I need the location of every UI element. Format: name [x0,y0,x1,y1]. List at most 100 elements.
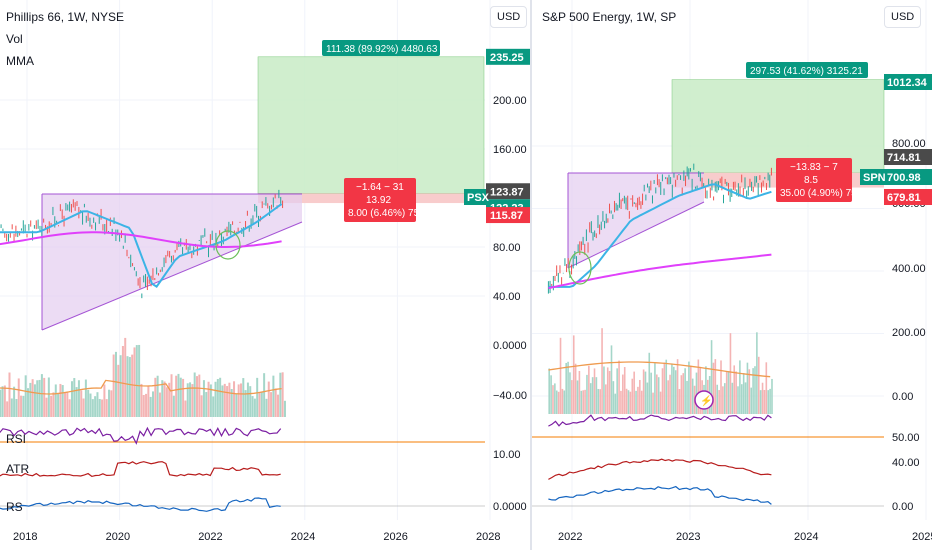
volume-bar [50,395,53,417]
volume-bar [223,383,226,417]
psx-chart-canvas[interactable]: 200.00 160.00 80.00 40.00 0.0000 −40.00 10.00 0… [0,0,530,550]
price-axis-label: 200.00 [892,327,926,339]
spn-chart-canvas[interactable]: ⚡800.00600.00400.00200.000.0050.0040.000… [532,0,932,550]
spn-chart-panel[interactable]: ⚡800.00600.00400.00200.000.0050.0040.000… [532,0,932,550]
volume-bar [165,387,168,417]
volume-bar [584,389,586,414]
volume-bar [771,378,773,414]
risk-label-bg [344,178,416,222]
psx-currency-button[interactable]: USD [490,6,528,28]
volume-bar [195,376,198,417]
volume-bar [657,377,660,414]
volume-bar [576,380,579,414]
price-axis-label: 400.00 [892,263,926,275]
volume-bar [616,368,618,414]
volume-bar [563,390,566,414]
volume-bar [200,395,203,417]
triangle-bottom-line [567,201,705,269]
volume-bar [193,372,196,417]
volume-bar [648,352,651,414]
volume-indicator-label[interactable]: Vol [6,32,23,46]
volume-bar [59,383,62,417]
volume-bar [599,389,601,414]
volume-bar [629,391,632,414]
volume-bar [258,392,261,417]
volume-bar [54,384,57,417]
volume-bar [226,386,229,417]
time-axis-label: 2020 [106,531,130,543]
volume-bar [756,332,758,414]
profit-label-bg [322,40,440,56]
volume-bar [654,363,656,414]
osc-axis-label: 40.00 [892,457,920,469]
volume-bar [249,386,252,417]
volume-bar [554,383,556,414]
volume-bar [131,354,134,417]
volume-bar [142,395,145,417]
volume-bar [631,378,634,414]
ticker-symbol-tag: SPN [863,172,886,184]
volume-bar [673,366,675,414]
volume-bar [739,360,741,414]
time-axis-label: 2024 [291,531,315,543]
volume-bar [716,384,719,414]
volume-bar [601,328,603,414]
stop-price-tag: 115.87 [490,210,523,222]
volume-bar [752,368,754,414]
volume-bar [676,359,679,414]
ticker-symbol-tag: PSX [467,192,490,204]
volume-bar [152,391,155,417]
volume-bar [691,378,694,414]
triangle-bottom-line [41,221,303,331]
triangle-pattern-fill [42,194,302,330]
spn-currency-button[interactable]: USD [884,6,922,28]
time-axis-label: 2018 [13,531,37,543]
volume-bar [633,371,635,414]
volume-bar [98,398,101,417]
ticker-price-tag-bg [884,169,932,185]
volume-bar [748,369,751,414]
fast-ma-line [0,203,283,288]
rsi-pane-label: RSI [6,432,27,446]
volume-bar [705,366,707,414]
volume-bar [274,388,277,417]
volume-bar [667,380,669,414]
volume-bar [729,333,732,414]
price-axis-label: 200.00 [493,95,527,107]
entry-high-tag-bg [884,149,932,165]
volume-axis-label: 0.0000 [493,340,527,352]
volume-bar [580,390,583,414]
stop-price-tag: 679.81 [887,192,921,204]
volume-bar [29,382,32,417]
volume-bar [209,384,212,417]
volume-axis-label: −40.00 [493,390,527,402]
target-price-tag: 235.25 [490,52,524,64]
volume-bar [765,362,768,414]
volume-bar [253,398,256,417]
volume-bar [6,401,9,417]
volume-bar [256,377,259,417]
volume-bar [669,374,671,414]
volume-bar [94,396,97,417]
volume-bar [110,390,113,417]
price-axis-label: 160.00 [493,144,527,156]
volume-bar [277,394,280,417]
volume-bar [158,392,161,417]
volume-bar [639,379,641,414]
panel-divider[interactable] [530,0,532,550]
volume-bar [688,361,690,414]
volume-bar [15,399,18,417]
volume-bar [251,396,254,417]
mma-indicator-label[interactable]: MMA [6,54,34,68]
volume-bar [31,379,34,417]
volume-bar [640,390,643,414]
volume-bar [722,386,724,414]
volume-bar [61,385,64,417]
volume-bar [36,380,39,417]
volume-bar [163,381,166,417]
volume-bar [17,378,20,417]
psx-chart-panel[interactable]: 200.00 160.00 80.00 40.00 0.0000 −40.00 10.00 0… [0,0,530,550]
volume-bar [57,394,60,417]
volume-bar [40,374,43,417]
volume-bar [723,383,726,414]
